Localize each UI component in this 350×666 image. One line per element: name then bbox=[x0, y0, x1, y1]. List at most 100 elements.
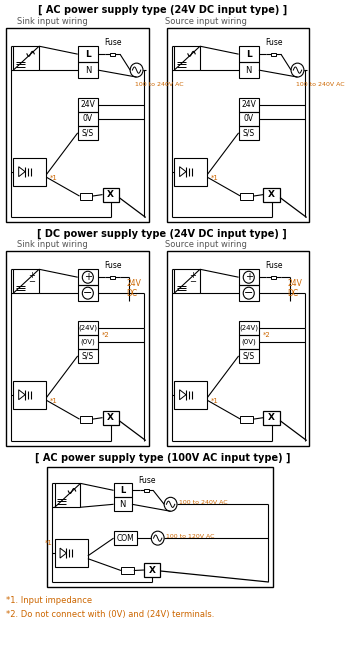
Text: [ AC power supply type (100V AC input type) ]: [ AC power supply type (100V AC input ty… bbox=[35, 452, 290, 463]
Bar bbox=[78, 98, 98, 112]
Text: Source input wiring: Source input wiring bbox=[164, 240, 246, 249]
Bar bbox=[114, 484, 132, 498]
Bar bbox=[114, 531, 138, 545]
Bar bbox=[55, 484, 80, 507]
Bar bbox=[144, 563, 160, 577]
Text: L: L bbox=[120, 486, 125, 495]
Bar bbox=[78, 321, 98, 335]
Bar bbox=[110, 53, 115, 56]
Text: Fuse: Fuse bbox=[104, 38, 121, 47]
Bar bbox=[239, 269, 259, 285]
Text: Fuse: Fuse bbox=[138, 476, 155, 485]
Text: +: + bbox=[28, 272, 35, 280]
Bar bbox=[174, 381, 207, 409]
Bar bbox=[167, 28, 309, 222]
Text: COM: COM bbox=[117, 533, 134, 543]
Text: Fuse: Fuse bbox=[265, 38, 282, 47]
Bar bbox=[264, 411, 280, 425]
Bar bbox=[78, 335, 98, 349]
Bar bbox=[110, 276, 115, 279]
Bar bbox=[13, 158, 47, 186]
Bar bbox=[103, 411, 119, 425]
Bar bbox=[78, 349, 98, 363]
Bar bbox=[145, 489, 149, 492]
Text: 24V: 24V bbox=[80, 101, 95, 109]
Bar bbox=[167, 251, 309, 446]
Text: DC: DC bbox=[126, 288, 138, 298]
Text: Source input wiring: Source input wiring bbox=[164, 17, 246, 26]
Text: 24V: 24V bbox=[241, 101, 256, 109]
Text: X: X bbox=[107, 190, 114, 199]
Text: L: L bbox=[246, 50, 252, 59]
Bar bbox=[121, 567, 134, 574]
Text: 0V: 0V bbox=[244, 115, 254, 123]
Bar bbox=[271, 276, 276, 279]
Text: 24V: 24V bbox=[126, 278, 141, 288]
Bar bbox=[174, 46, 200, 70]
Bar bbox=[78, 126, 98, 140]
Text: S/S: S/S bbox=[82, 352, 94, 360]
Text: *2. Do not connect with (0V) and (24V) terminals.: *2. Do not connect with (0V) and (24V) t… bbox=[6, 610, 214, 619]
Text: *2: *2 bbox=[262, 332, 270, 338]
Bar bbox=[240, 192, 253, 200]
Text: S/S: S/S bbox=[243, 352, 255, 360]
Text: *1: *1 bbox=[50, 398, 58, 404]
Text: 24V: 24V bbox=[287, 278, 302, 288]
Bar bbox=[78, 285, 98, 301]
Text: +: + bbox=[84, 272, 92, 282]
Bar bbox=[78, 46, 98, 62]
Text: N: N bbox=[246, 66, 252, 75]
Text: +: + bbox=[189, 272, 196, 280]
Text: 0V: 0V bbox=[83, 115, 93, 123]
Text: DC: DC bbox=[287, 288, 299, 298]
Text: 100 to 120V AC: 100 to 120V AC bbox=[166, 533, 215, 539]
Bar bbox=[174, 269, 200, 293]
Bar bbox=[13, 269, 39, 293]
Text: −: − bbox=[83, 288, 92, 298]
Text: X: X bbox=[107, 413, 114, 422]
Text: L: L bbox=[85, 50, 91, 59]
Bar bbox=[47, 468, 273, 587]
Bar bbox=[79, 192, 92, 200]
Bar bbox=[174, 158, 207, 186]
Text: X: X bbox=[149, 565, 156, 575]
Text: −: − bbox=[189, 277, 196, 286]
Text: N: N bbox=[120, 500, 126, 509]
Bar bbox=[239, 335, 259, 349]
Text: S/S: S/S bbox=[82, 129, 94, 137]
Text: X: X bbox=[268, 190, 275, 199]
Text: +: + bbox=[245, 272, 253, 282]
Text: (0V): (0V) bbox=[80, 339, 95, 345]
Bar bbox=[239, 98, 259, 112]
Text: X: X bbox=[268, 413, 275, 422]
Text: (24V): (24V) bbox=[78, 325, 97, 331]
Text: −: − bbox=[244, 288, 253, 298]
Bar bbox=[13, 46, 39, 70]
Bar bbox=[78, 62, 98, 78]
Text: *1: *1 bbox=[45, 540, 53, 546]
Bar bbox=[239, 112, 259, 126]
Bar bbox=[114, 498, 132, 511]
Bar bbox=[240, 416, 253, 423]
Text: [ AC power supply type (24V DC input type) ]: [ AC power supply type (24V DC input typ… bbox=[38, 5, 287, 15]
Bar bbox=[271, 53, 276, 56]
Bar bbox=[103, 188, 119, 202]
Bar bbox=[239, 46, 259, 62]
Bar bbox=[78, 269, 98, 285]
Bar bbox=[78, 112, 98, 126]
Bar bbox=[55, 539, 88, 567]
Text: [ DC power supply type (24V DC input type) ]: [ DC power supply type (24V DC input typ… bbox=[37, 228, 287, 238]
Text: (24V): (24V) bbox=[239, 325, 258, 331]
Text: −: − bbox=[28, 277, 35, 286]
Text: (0V): (0V) bbox=[241, 339, 256, 345]
Text: *1: *1 bbox=[50, 174, 58, 180]
Bar bbox=[6, 251, 148, 446]
Text: *1: *1 bbox=[211, 398, 219, 404]
Bar bbox=[239, 62, 259, 78]
Text: Sink input wiring: Sink input wiring bbox=[16, 17, 88, 26]
Bar bbox=[79, 416, 92, 423]
Text: Fuse: Fuse bbox=[104, 261, 121, 270]
Text: *2: *2 bbox=[102, 332, 109, 338]
Text: *1: *1 bbox=[211, 174, 219, 180]
Bar bbox=[13, 381, 47, 409]
